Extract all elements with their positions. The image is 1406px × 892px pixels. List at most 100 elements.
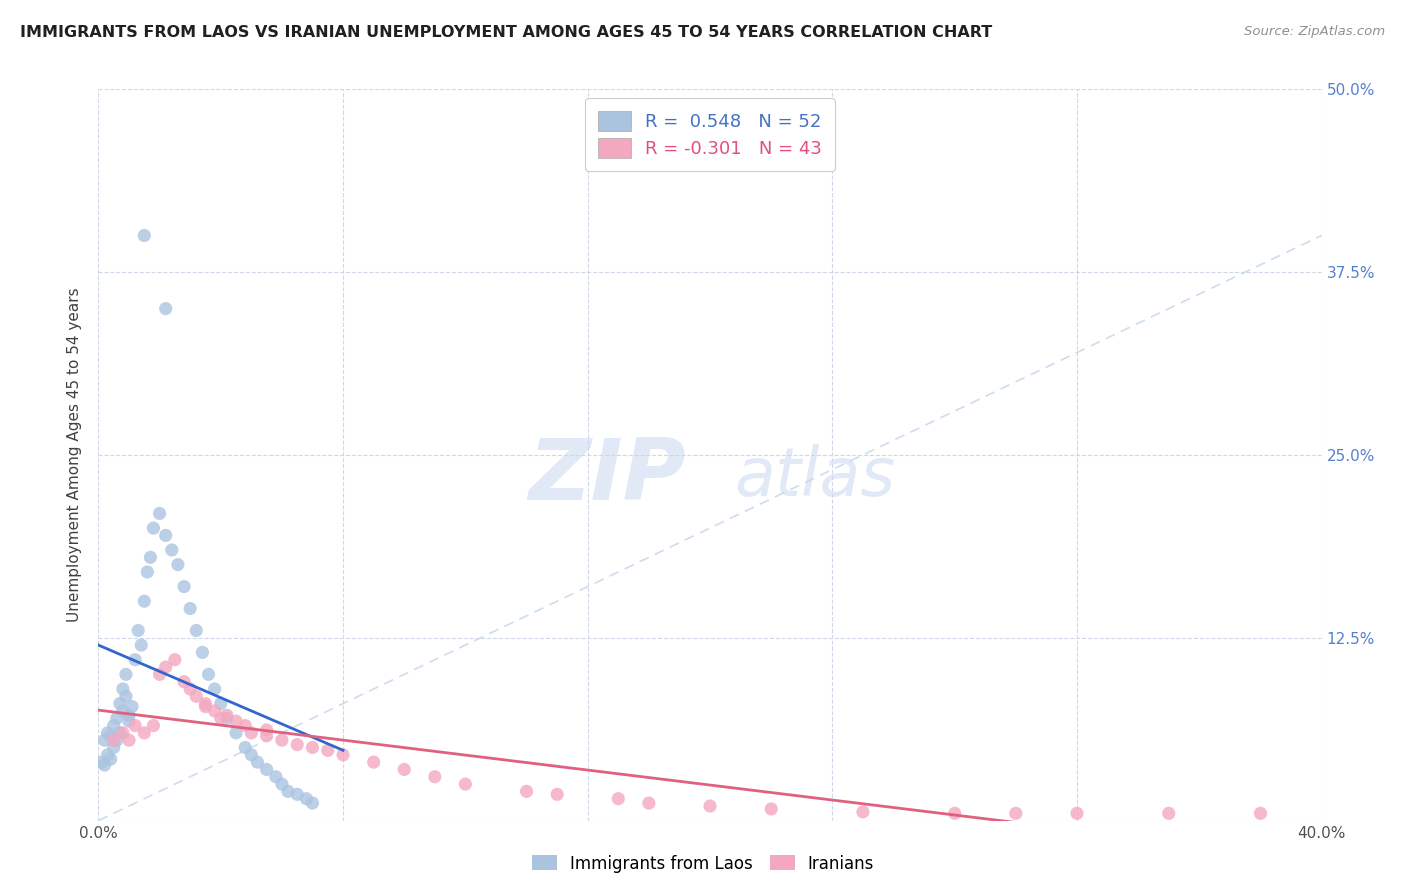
Point (209, 697, 232, 711)
Point (179, 681, 201, 696)
Point (139, 550, 162, 565)
Point (155, 660, 177, 674)
Point (277, 784, 299, 798)
Point (194, 697, 217, 711)
Point (103, 740, 125, 755)
Y-axis label: Unemployment Among Ages 45 to 54 years: Unemployment Among Ages 45 to 54 years (67, 287, 83, 623)
Point (108, 726, 131, 740)
Point (134, 726, 156, 740)
Point (215, 711, 238, 725)
Point (852, 805, 875, 819)
Text: atlas: atlas (734, 444, 896, 510)
Point (197, 667, 219, 681)
Point (90, 755, 112, 769)
Point (103, 733, 125, 747)
Point (516, 784, 538, 798)
Point (194, 699, 217, 714)
Point (204, 704, 226, 718)
Point (155, 528, 177, 542)
Point (246, 755, 269, 769)
Point (173, 674, 195, 689)
Point (301, 740, 323, 755)
Point (215, 708, 238, 723)
Point (160, 543, 183, 558)
Point (93, 733, 115, 747)
Point (225, 714, 247, 728)
Point (115, 667, 138, 681)
Point (118, 733, 141, 747)
Point (134, 594, 156, 608)
Point (264, 770, 287, 784)
Legend: R =  0.548   N = 52, R = -0.301   N = 43: R = 0.548 N = 52, R = -0.301 N = 43 (585, 98, 835, 170)
Point (100, 752, 122, 766)
Point (607, 791, 630, 805)
Point (93, 758, 115, 772)
Point (392, 763, 416, 777)
Point (115, 690, 138, 704)
Point (124, 718, 146, 732)
Point (332, 747, 354, 762)
Point (363, 755, 385, 769)
Point (637, 796, 661, 810)
Point (1157, 806, 1180, 821)
Point (118, 714, 141, 728)
Point (1066, 806, 1088, 821)
Point (285, 787, 308, 801)
Point (105, 733, 128, 747)
Point (285, 738, 308, 752)
Point (129, 638, 152, 652)
Point (100, 729, 122, 743)
Point (256, 763, 278, 777)
Point (111, 681, 134, 696)
Point (454, 777, 477, 791)
Point (1004, 806, 1026, 821)
Point (167, 558, 190, 572)
Point (1249, 806, 1271, 821)
Point (270, 733, 292, 747)
Point (295, 791, 318, 805)
Point (256, 723, 278, 737)
Point (186, 690, 208, 704)
Point (256, 729, 278, 743)
Point (316, 743, 339, 757)
Point (97, 726, 120, 740)
Text: Source: ZipAtlas.com: Source: ZipAtlas.com (1244, 25, 1385, 38)
Point (111, 704, 134, 718)
Point (105, 711, 128, 725)
Point (118, 708, 141, 723)
Legend: Immigrants from Laos, Iranians: Immigrants from Laos, Iranians (524, 848, 882, 880)
Point (97, 747, 120, 762)
Point (301, 796, 323, 810)
Text: IMMIGRANTS FROM LAOS VS IRANIAN UNEMPLOYMENT AMONG AGES 45 TO 54 YEARS CORRELATI: IMMIGRANTS FROM LAOS VS IRANIAN UNEMPLOY… (20, 25, 993, 40)
Point (186, 624, 208, 638)
Point (173, 580, 195, 594)
Point (142, 718, 165, 732)
Point (204, 681, 226, 696)
Point (240, 747, 263, 762)
Point (225, 726, 247, 740)
Point (233, 718, 256, 732)
Point (270, 777, 292, 791)
Point (103, 718, 125, 732)
Point (155, 301, 177, 316)
Point (233, 740, 256, 755)
Point (127, 624, 149, 638)
Point (240, 726, 263, 740)
Point (546, 787, 568, 801)
Point (191, 645, 214, 659)
Point (111, 726, 134, 740)
Point (134, 228, 156, 243)
Point (149, 507, 172, 521)
Point (163, 653, 186, 667)
Point (124, 653, 146, 667)
Point (209, 711, 232, 725)
Point (149, 667, 172, 681)
Point (136, 565, 159, 579)
Point (142, 521, 165, 535)
Text: ZIP: ZIP (527, 435, 686, 518)
Point (179, 601, 201, 615)
Point (699, 799, 721, 814)
Point (423, 770, 446, 784)
Point (759, 802, 782, 816)
Point (121, 699, 143, 714)
